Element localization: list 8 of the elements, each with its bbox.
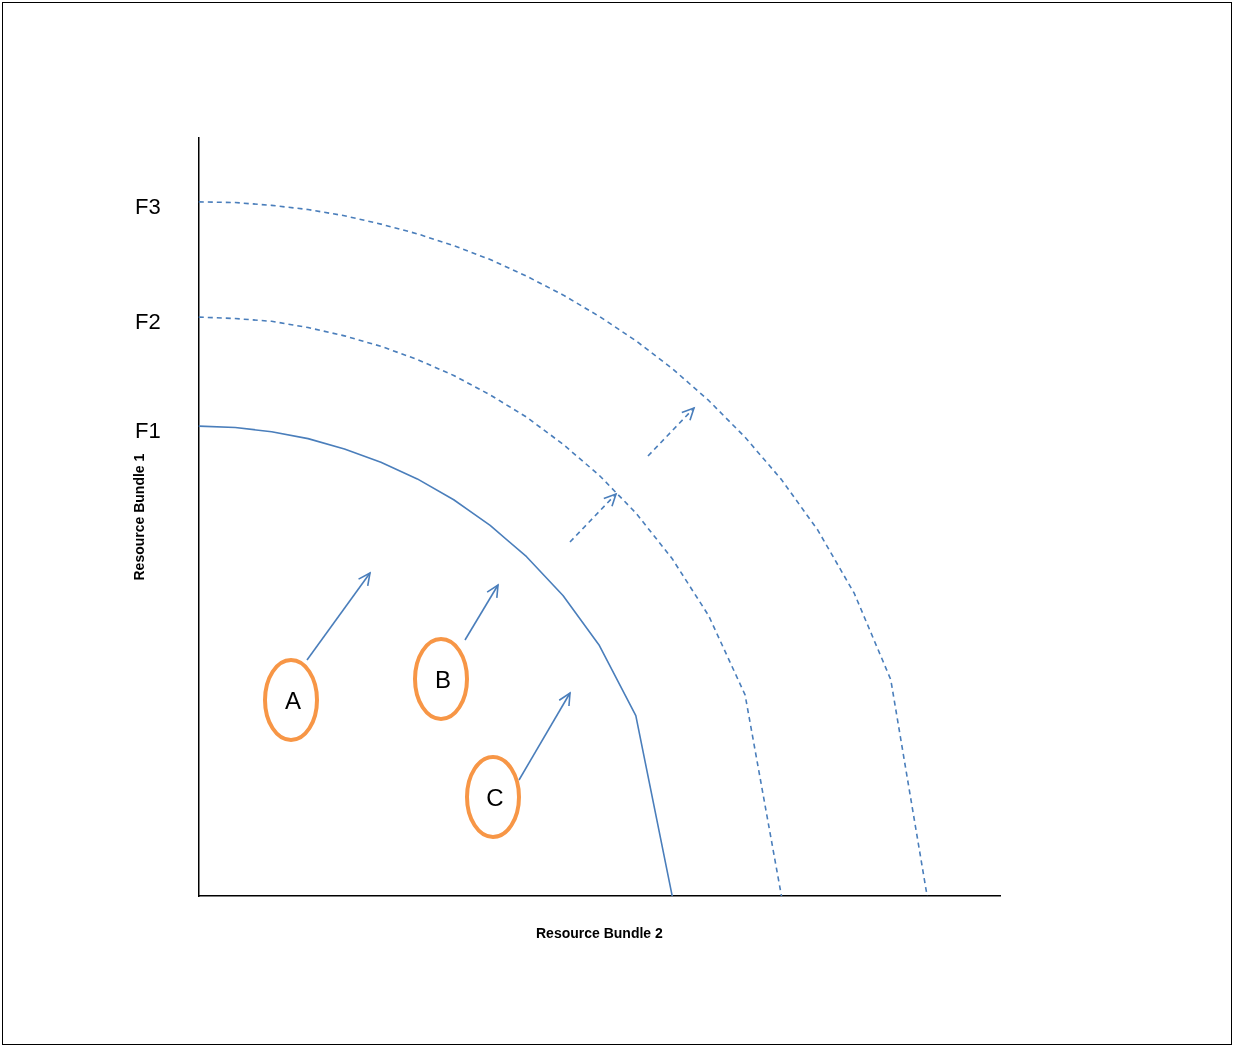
annotation: B <box>434 666 452 693</box>
x-axis-title: Resource Bundle 2 <box>535 925 664 942</box>
annotation: C <box>486 784 504 811</box>
y-axis-title: Resource Bundle 1 <box>131 453 148 581</box>
series-label: F2 <box>135 309 161 335</box>
annotation: A <box>284 687 302 714</box>
series-label: F1 <box>135 418 161 444</box>
series-label: F3 <box>135 193 161 219</box>
